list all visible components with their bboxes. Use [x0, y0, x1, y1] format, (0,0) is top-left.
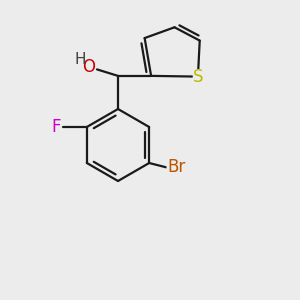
Text: Br: Br [167, 158, 185, 176]
Text: O: O [82, 58, 95, 76]
Ellipse shape [85, 60, 94, 74]
Ellipse shape [52, 120, 61, 134]
Ellipse shape [167, 160, 185, 174]
Text: F: F [52, 118, 61, 136]
Text: S: S [193, 68, 203, 85]
Ellipse shape [194, 70, 202, 84]
Text: H: H [74, 52, 86, 67]
